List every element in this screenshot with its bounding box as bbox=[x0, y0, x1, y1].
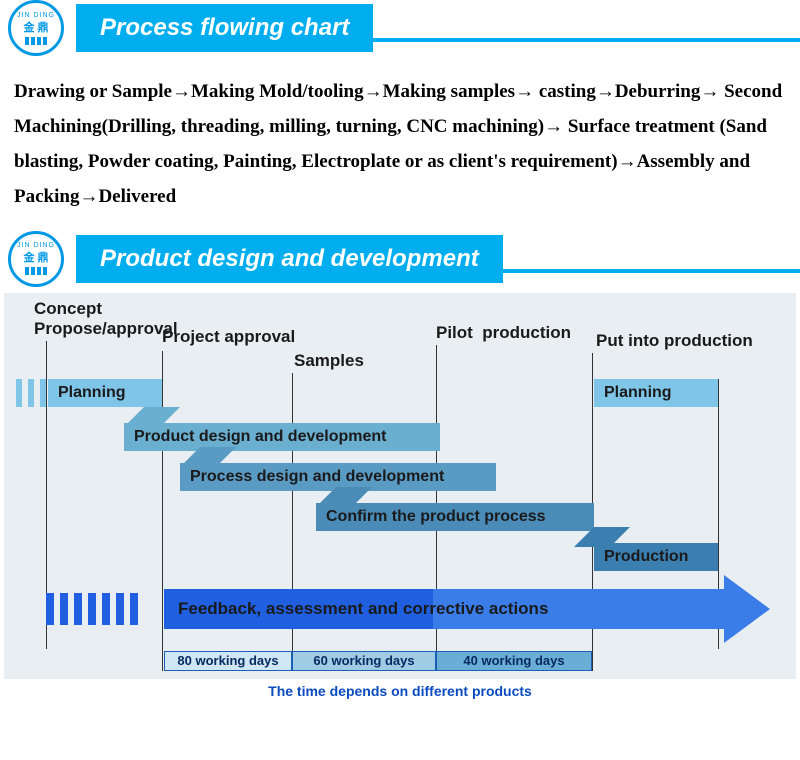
section2-header: JIN DING 金 鼎 Product design and developm… bbox=[0, 231, 800, 287]
milestone-label: Project approval bbox=[162, 327, 295, 347]
logo-icon: JIN DING 金 鼎 bbox=[8, 0, 64, 56]
process-flow-text: Drawing or Sample→Making Mold/tooling→Ma… bbox=[0, 56, 800, 225]
milestone-label: Put into production bbox=[596, 331, 753, 351]
gantt-bar: Product design and development bbox=[124, 423, 440, 451]
logo-top-text: JIN DING bbox=[17, 242, 55, 249]
timescale-cell: 60 working days bbox=[292, 651, 436, 671]
gantt-chart: Concept Propose/approvalProject approval… bbox=[4, 293, 796, 679]
gantt-footnote: The time depends on different products bbox=[0, 683, 800, 699]
timescale-cell: 80 working days bbox=[164, 651, 292, 671]
feedback-arrow: Feedback, assessment and corrective acti… bbox=[164, 589, 724, 629]
logo-mid-text: 金 鼎 bbox=[23, 249, 48, 265]
milestone-line bbox=[162, 351, 163, 671]
gantt-bar: Planning bbox=[594, 379, 718, 407]
bar-lead-dashes bbox=[16, 379, 46, 407]
milestone-label: Samples bbox=[294, 351, 364, 371]
gantt-bar: Confirm the product process bbox=[316, 503, 594, 531]
section2-title: Product design and development bbox=[76, 235, 503, 283]
logo-icon: JIN DING 金 鼎 bbox=[8, 231, 64, 287]
logo-mid-text: 金 鼎 bbox=[23, 19, 48, 35]
logo-teeth-icon bbox=[25, 267, 47, 275]
gantt-bar: Planning bbox=[48, 379, 162, 407]
logo-top-text: JIN DING bbox=[17, 12, 55, 19]
section1-title: Process flowing chart bbox=[76, 4, 373, 52]
logo-teeth-icon bbox=[25, 37, 47, 45]
milestone-label: Pilot production bbox=[436, 323, 571, 343]
header-tail-bar bbox=[503, 269, 800, 273]
timescale-cell: 40 working days bbox=[436, 651, 592, 671]
milestone-label: Concept Propose/approval bbox=[34, 299, 178, 339]
arrow-head-icon bbox=[724, 575, 770, 643]
gantt-bar: Production bbox=[594, 543, 718, 571]
header-tail-bar bbox=[373, 38, 800, 42]
arrow-lead-dashes bbox=[46, 593, 138, 625]
section1-header: JIN DING 金 鼎 Process flowing chart bbox=[0, 0, 800, 56]
